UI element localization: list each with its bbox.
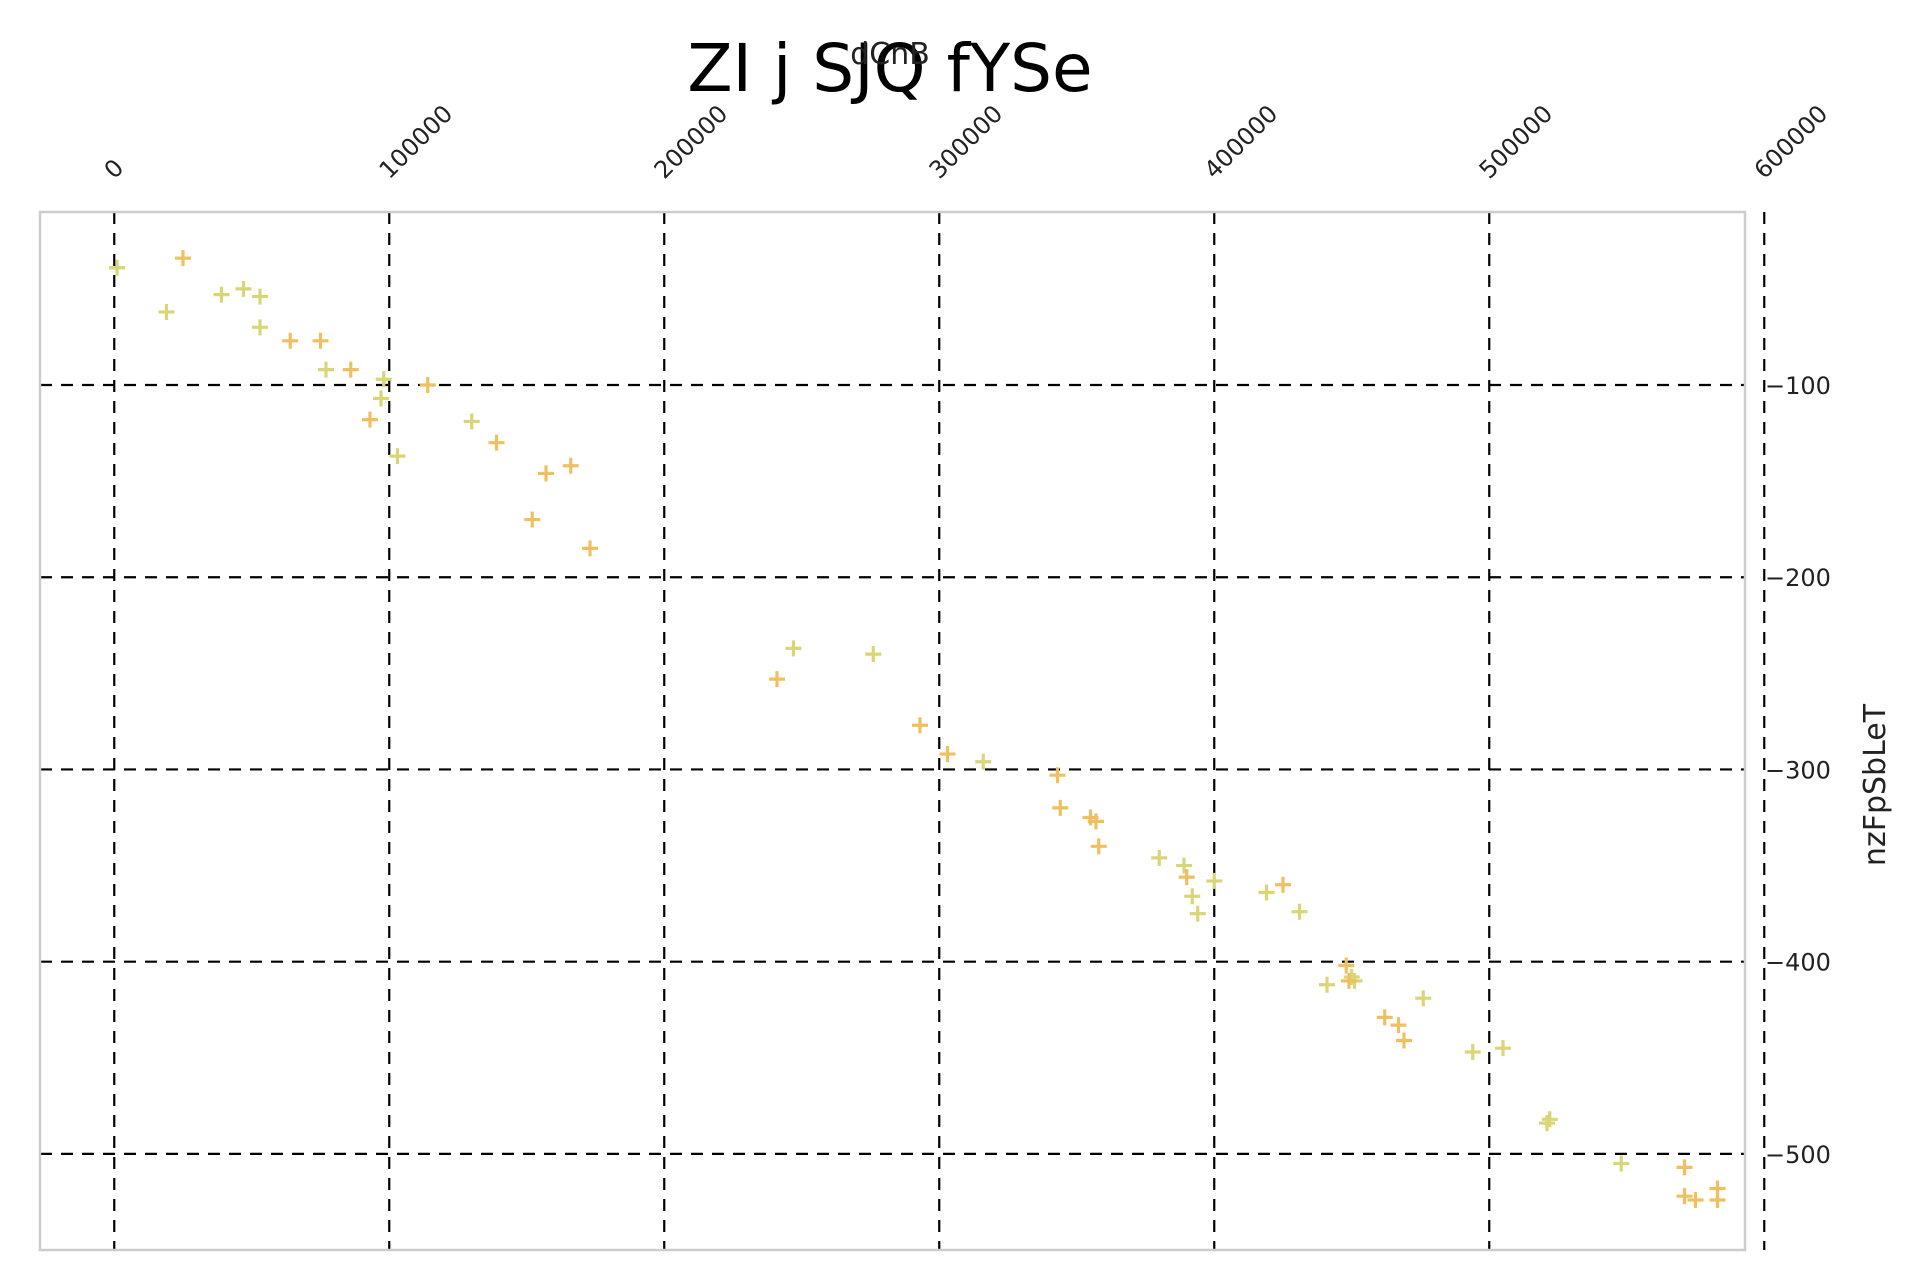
chart-title: ZI j SJQ fYSe	[687, 30, 1092, 107]
data-point	[524, 511, 541, 528]
x-tick-label: 200000	[649, 100, 734, 185]
data-point	[538, 465, 554, 482]
data-point	[235, 280, 252, 297]
data-point	[1676, 1159, 1693, 1176]
data-point	[865, 646, 882, 663]
data-point	[1151, 849, 1168, 866]
data-point	[1258, 884, 1275, 901]
data-point	[158, 303, 175, 320]
data-point	[342, 361, 359, 378]
data-point	[213, 286, 230, 303]
data-point	[282, 332, 299, 349]
data-point	[1613, 1155, 1630, 1172]
y-axis-ticks: −100 −200 −300 −400 −500	[1765, 372, 1831, 1169]
data-point	[109, 259, 125, 276]
data-point	[1687, 1192, 1704, 1209]
y-tick-label: −300	[1765, 756, 1831, 784]
data-point	[1319, 976, 1335, 993]
data-point	[1178, 869, 1195, 886]
data-point	[419, 377, 436, 393]
data-point	[939, 746, 956, 763]
data-point	[463, 413, 480, 430]
data-point	[1396, 1032, 1412, 1049]
y-tick-label: −400	[1765, 949, 1831, 977]
data-point	[1088, 813, 1104, 830]
data-point	[175, 250, 191, 267]
data-point	[1464, 1044, 1481, 1061]
data-point	[1676, 1188, 1693, 1205]
data-point	[1049, 767, 1066, 784]
data-point	[1052, 799, 1069, 816]
x-tick-label: 600000	[1749, 100, 1834, 185]
data-point	[912, 717, 928, 734]
data-point	[389, 448, 406, 465]
data-point	[1291, 903, 1308, 920]
data-point	[375, 371, 392, 388]
y-tick-label: −100	[1765, 372, 1831, 400]
y-tick-label: −200	[1765, 564, 1831, 592]
data-point	[252, 288, 268, 305]
data-point	[1189, 905, 1206, 922]
data-point	[975, 753, 992, 770]
data-point	[362, 411, 378, 428]
data-point	[1541, 1111, 1558, 1128]
data-points	[109, 250, 1726, 1209]
data-point	[562, 457, 579, 474]
grid-lines	[40, 212, 1766, 1250]
data-point	[1090, 838, 1107, 855]
data-point	[1184, 888, 1201, 905]
data-point	[1415, 990, 1432, 1007]
data-point	[1376, 1009, 1393, 1026]
data-point	[769, 671, 785, 688]
data-point	[1495, 1040, 1511, 1057]
data-point	[488, 434, 505, 451]
data-point	[1176, 857, 1192, 874]
data-point	[1390, 1017, 1407, 1034]
data-point	[582, 540, 598, 557]
x-axis-label: dCnB	[850, 37, 930, 72]
x-axis-ticks: 0 100000 200000 300000 400000 500000 600000	[99, 100, 1834, 185]
data-point	[373, 390, 389, 407]
data-point	[1338, 957, 1355, 974]
data-point	[1206, 872, 1223, 889]
data-point	[1539, 1115, 1555, 1132]
data-point	[1341, 972, 1357, 989]
x-tick-label: 500000	[1474, 100, 1559, 185]
x-tick-label: 300000	[924, 100, 1009, 185]
y-tick-label: −500	[1765, 1141, 1831, 1169]
data-point	[1709, 1192, 1726, 1209]
data-point	[312, 332, 329, 349]
data-point	[1275, 876, 1291, 893]
y-axis-label: nzFpSbLeT	[1858, 703, 1893, 866]
x-tick-label: 100000	[374, 100, 459, 185]
data-point	[318, 361, 334, 378]
x-tick-label: 0	[99, 154, 130, 185]
plot-frame	[38, 210, 1747, 1252]
data-point	[252, 319, 268, 336]
data-point	[785, 640, 802, 657]
x-tick-label: 400000	[1199, 100, 1284, 185]
